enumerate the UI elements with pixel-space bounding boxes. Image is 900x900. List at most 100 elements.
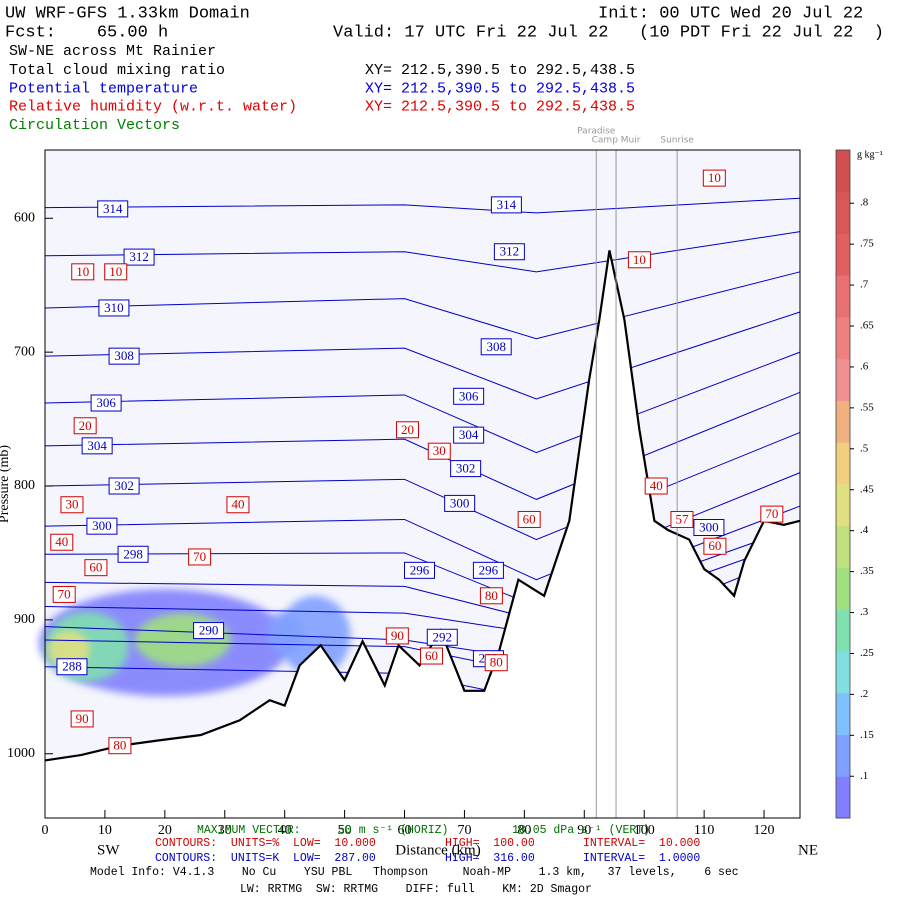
contour-label: 292 bbox=[433, 629, 453, 644]
field-name: Relative humidity (w.r.t. water) bbox=[9, 99, 297, 116]
field-name: Circulation Vectors bbox=[9, 117, 180, 134]
max-vector: 18.05 dPa s⁻¹ (VERT) bbox=[512, 824, 650, 837]
cloud-area bbox=[266, 611, 303, 655]
cloud-area bbox=[278, 595, 351, 677]
contour-label-box bbox=[70, 710, 94, 728]
contour-label-box bbox=[108, 477, 140, 495]
below-plot bbox=[45, 818, 800, 820]
contour-label: 312 bbox=[129, 249, 149, 264]
colorbar-swatch bbox=[836, 150, 850, 193]
y-tick-label: 600 bbox=[14, 210, 35, 225]
x-tick-label: 40 bbox=[278, 823, 292, 838]
subtitle: SW-NE across Mt Rainier bbox=[9, 43, 216, 60]
contour-label-box bbox=[123, 248, 155, 266]
contour-label: 300 bbox=[450, 495, 470, 510]
colorbar-label: .55 bbox=[860, 401, 874, 413]
colorbar-swatch bbox=[836, 317, 850, 360]
colorbar-swatch bbox=[836, 609, 850, 652]
contour-label: 30 bbox=[433, 443, 446, 458]
x-tick-label: 100 bbox=[634, 823, 655, 838]
isentrope bbox=[44, 231, 801, 273]
colorbar-label: .65 bbox=[860, 320, 874, 332]
x-axis-label: Distance (km) bbox=[395, 842, 480, 858]
colorbar-label: .2 bbox=[860, 688, 868, 700]
sw-label: SW bbox=[97, 842, 120, 858]
contour-label-box bbox=[479, 587, 503, 605]
contour-label: 10 bbox=[633, 252, 646, 267]
contour-label-box bbox=[453, 426, 485, 444]
contour-label: 10 bbox=[76, 264, 89, 279]
contour-label: 314 bbox=[497, 197, 517, 212]
contour-label-box bbox=[385, 627, 409, 645]
contour-label: 90 bbox=[76, 711, 89, 726]
contour-label-box bbox=[108, 737, 132, 755]
colorbar-swatch bbox=[836, 776, 850, 819]
colorbar-label: .6 bbox=[860, 360, 869, 372]
chart-title: UW WRF-GFS 1.33km Domain bbox=[5, 4, 250, 23]
contour-label-box bbox=[396, 421, 420, 439]
x-tick-label: 80 bbox=[517, 823, 531, 838]
contour-label: 40 bbox=[650, 478, 663, 493]
x-tick-label: 70 bbox=[457, 823, 471, 838]
contour-label: 296 bbox=[410, 562, 430, 577]
contour-label-box bbox=[627, 251, 651, 269]
contour-label: 40 bbox=[231, 497, 244, 512]
contour-label-box bbox=[226, 496, 250, 514]
y-tick-label: 800 bbox=[14, 478, 35, 493]
rh-contour-info: HIGH= 100.00 bbox=[445, 837, 535, 850]
colorbar-swatch bbox=[836, 233, 850, 276]
field-name: Total cloud mixing ratio bbox=[9, 62, 225, 79]
contour-label: 302 bbox=[456, 461, 476, 476]
cloud-area bbox=[134, 613, 231, 667]
contour-label-box bbox=[484, 654, 508, 672]
plot-frame bbox=[44, 149, 801, 819]
colorbar-swatch bbox=[836, 692, 850, 735]
colorbar-swatch bbox=[836, 358, 850, 401]
colorbar-swatch bbox=[836, 400, 850, 443]
rh-contour-info: CONTOURS: UNITS=% LOW= 10.000 bbox=[155, 837, 376, 850]
init-time: Init: 00 UTC Wed 20 Jul 22 bbox=[598, 4, 863, 23]
contour-label-box bbox=[117, 545, 149, 563]
isentrope bbox=[44, 271, 801, 340]
contour-label-box bbox=[404, 561, 436, 579]
x-tick-label: 50 bbox=[338, 823, 352, 838]
colorbar-swatch bbox=[836, 567, 850, 610]
field-xy: XY= 212.5,390.5 to 292.5,438.5 bbox=[365, 62, 635, 79]
contour-label: 30 bbox=[65, 497, 78, 512]
colorbar-swatch bbox=[836, 484, 850, 527]
max-vector: MAXIMUM VECTOR: bbox=[197, 824, 301, 837]
contour-label: 312 bbox=[500, 244, 520, 259]
contour-label: 288 bbox=[62, 659, 82, 674]
contour-label: 60 bbox=[89, 560, 102, 575]
contour-label-box bbox=[193, 622, 225, 640]
contour-label: 296 bbox=[479, 562, 499, 577]
colorbar-label: .25 bbox=[860, 647, 874, 659]
contour-label-box bbox=[86, 517, 118, 535]
contour-label-box bbox=[419, 647, 443, 665]
contour-label-box bbox=[703, 537, 727, 555]
contour-label: 306 bbox=[459, 388, 479, 403]
isentrope bbox=[44, 311, 801, 400]
contour-label: 302 bbox=[114, 478, 134, 493]
contour-label-box bbox=[90, 394, 122, 412]
x-tick-label: 0 bbox=[42, 823, 49, 838]
colorbar-label: .45 bbox=[860, 483, 874, 495]
contour-label: 60 bbox=[708, 538, 721, 553]
x-tick-label: 110 bbox=[694, 823, 714, 838]
colorbar-swatch bbox=[836, 275, 850, 318]
colorbar-label: .1 bbox=[860, 770, 868, 782]
field-name: Potential temperature bbox=[9, 80, 198, 97]
x-tick-label: 120 bbox=[754, 823, 775, 838]
contour-label-box bbox=[453, 387, 485, 405]
contour-label-box bbox=[56, 658, 88, 676]
physics-info: LW: RRTMG SW: RRTMG DIFF: full KM: 2D Sm… bbox=[240, 883, 592, 896]
colorbar-label: .75 bbox=[860, 238, 874, 250]
contour-label-box bbox=[490, 196, 522, 214]
colorbar-unit: g kg⁻¹ bbox=[857, 149, 883, 160]
contour-label-box bbox=[480, 338, 512, 356]
contour-label-box bbox=[427, 442, 451, 460]
forecast-hour: Fcst: 65.00 h bbox=[5, 23, 168, 42]
y-axis-label: Pressure (mb) bbox=[0, 445, 12, 523]
colorbar-label: .8 bbox=[860, 197, 869, 209]
colorbar-swatch bbox=[836, 525, 850, 568]
